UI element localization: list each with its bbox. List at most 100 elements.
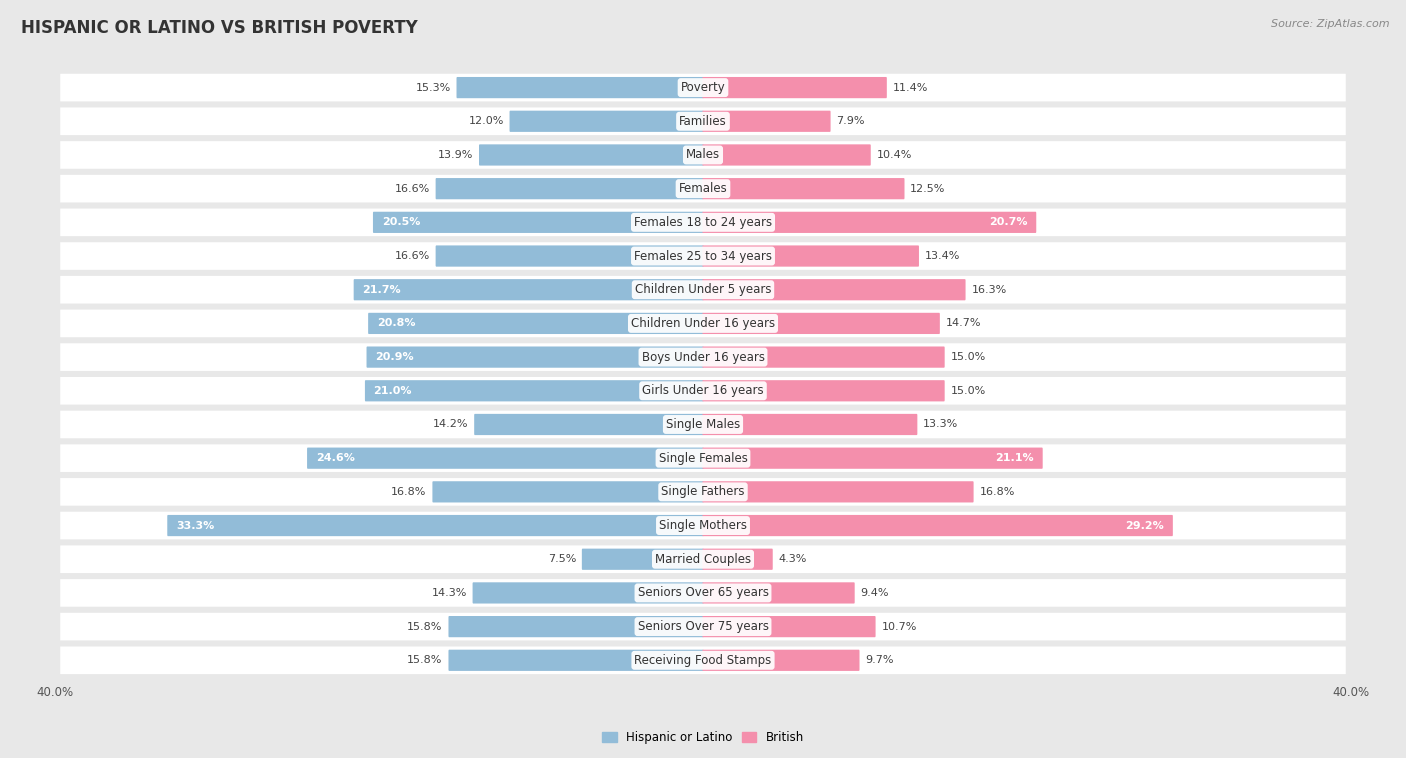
FancyBboxPatch shape (60, 579, 1346, 606)
FancyBboxPatch shape (703, 313, 939, 334)
Text: 4.3%: 4.3% (779, 554, 807, 564)
Text: Children Under 16 years: Children Under 16 years (631, 317, 775, 330)
Text: 7.5%: 7.5% (548, 554, 576, 564)
FancyBboxPatch shape (60, 343, 1346, 371)
FancyBboxPatch shape (367, 346, 703, 368)
FancyBboxPatch shape (373, 211, 703, 233)
Text: Seniors Over 65 years: Seniors Over 65 years (637, 587, 769, 600)
Text: 14.7%: 14.7% (946, 318, 981, 328)
Text: Married Couples: Married Couples (655, 553, 751, 565)
Text: 20.5%: 20.5% (381, 218, 420, 227)
Text: 15.0%: 15.0% (950, 352, 986, 362)
Text: 16.6%: 16.6% (395, 251, 430, 261)
Text: Families: Families (679, 114, 727, 128)
Text: 15.8%: 15.8% (408, 656, 443, 666)
FancyBboxPatch shape (703, 481, 973, 503)
FancyBboxPatch shape (60, 74, 1346, 102)
FancyBboxPatch shape (703, 111, 831, 132)
FancyBboxPatch shape (60, 243, 1346, 270)
Text: 9.4%: 9.4% (860, 588, 889, 598)
FancyBboxPatch shape (366, 381, 703, 402)
FancyBboxPatch shape (449, 650, 703, 671)
FancyBboxPatch shape (60, 276, 1346, 303)
FancyBboxPatch shape (703, 178, 904, 199)
Text: 16.8%: 16.8% (391, 487, 426, 496)
Text: 10.7%: 10.7% (882, 622, 917, 631)
Text: 13.3%: 13.3% (924, 419, 959, 430)
Text: Poverty: Poverty (681, 81, 725, 94)
Text: 10.4%: 10.4% (876, 150, 912, 160)
Text: Females 25 to 34 years: Females 25 to 34 years (634, 249, 772, 262)
Text: 21.0%: 21.0% (374, 386, 412, 396)
FancyBboxPatch shape (60, 478, 1346, 506)
Text: Single Males: Single Males (666, 418, 740, 431)
Text: Females 18 to 24 years: Females 18 to 24 years (634, 216, 772, 229)
Text: 29.2%: 29.2% (1125, 521, 1164, 531)
FancyBboxPatch shape (703, 650, 859, 671)
Text: Source: ZipAtlas.com: Source: ZipAtlas.com (1271, 19, 1389, 29)
FancyBboxPatch shape (60, 309, 1346, 337)
FancyBboxPatch shape (60, 377, 1346, 405)
Text: Single Mothers: Single Mothers (659, 519, 747, 532)
Text: Single Fathers: Single Fathers (661, 485, 745, 498)
Text: 20.9%: 20.9% (375, 352, 413, 362)
Text: 11.4%: 11.4% (893, 83, 928, 92)
FancyBboxPatch shape (479, 144, 703, 165)
FancyBboxPatch shape (703, 211, 1036, 233)
Text: 13.9%: 13.9% (437, 150, 474, 160)
Text: 16.3%: 16.3% (972, 285, 1007, 295)
Text: Boys Under 16 years: Boys Under 16 years (641, 351, 765, 364)
FancyBboxPatch shape (60, 175, 1346, 202)
FancyBboxPatch shape (509, 111, 703, 132)
FancyBboxPatch shape (60, 612, 1346, 641)
FancyBboxPatch shape (703, 246, 920, 267)
FancyBboxPatch shape (582, 549, 703, 570)
Text: 12.5%: 12.5% (910, 183, 946, 193)
FancyBboxPatch shape (354, 279, 703, 300)
Text: 20.8%: 20.8% (377, 318, 415, 328)
FancyBboxPatch shape (60, 141, 1346, 169)
Text: Males: Males (686, 149, 720, 161)
Text: 20.7%: 20.7% (988, 218, 1028, 227)
FancyBboxPatch shape (472, 582, 703, 603)
FancyBboxPatch shape (60, 647, 1346, 674)
Text: 13.4%: 13.4% (925, 251, 960, 261)
FancyBboxPatch shape (60, 108, 1346, 135)
FancyBboxPatch shape (703, 582, 855, 603)
FancyBboxPatch shape (703, 279, 966, 300)
FancyBboxPatch shape (703, 447, 1043, 468)
Text: 14.3%: 14.3% (432, 588, 467, 598)
Text: 15.8%: 15.8% (408, 622, 443, 631)
Text: 15.0%: 15.0% (950, 386, 986, 396)
Text: 33.3%: 33.3% (176, 521, 214, 531)
Text: Girls Under 16 years: Girls Under 16 years (643, 384, 763, 397)
FancyBboxPatch shape (60, 208, 1346, 236)
FancyBboxPatch shape (703, 77, 887, 99)
FancyBboxPatch shape (368, 313, 703, 334)
FancyBboxPatch shape (60, 512, 1346, 540)
Legend: Hispanic or Latino, British: Hispanic or Latino, British (598, 726, 808, 749)
FancyBboxPatch shape (703, 414, 917, 435)
FancyBboxPatch shape (703, 616, 876, 637)
Text: 24.6%: 24.6% (316, 453, 354, 463)
FancyBboxPatch shape (60, 411, 1346, 438)
FancyBboxPatch shape (436, 246, 703, 267)
Text: 7.9%: 7.9% (837, 116, 865, 127)
FancyBboxPatch shape (457, 77, 703, 99)
FancyBboxPatch shape (449, 616, 703, 637)
Text: Receiving Food Stamps: Receiving Food Stamps (634, 654, 772, 667)
Text: 21.1%: 21.1% (995, 453, 1033, 463)
Text: 9.7%: 9.7% (865, 656, 894, 666)
Text: Single Females: Single Females (658, 452, 748, 465)
FancyBboxPatch shape (703, 515, 1173, 536)
FancyBboxPatch shape (60, 444, 1346, 472)
Text: 15.3%: 15.3% (416, 83, 451, 92)
FancyBboxPatch shape (436, 178, 703, 199)
FancyBboxPatch shape (703, 381, 945, 402)
Text: HISPANIC OR LATINO VS BRITISH POVERTY: HISPANIC OR LATINO VS BRITISH POVERTY (21, 19, 418, 37)
Text: 21.7%: 21.7% (363, 285, 401, 295)
FancyBboxPatch shape (474, 414, 703, 435)
Text: Females: Females (679, 182, 727, 195)
FancyBboxPatch shape (703, 346, 945, 368)
Text: 16.6%: 16.6% (395, 183, 430, 193)
